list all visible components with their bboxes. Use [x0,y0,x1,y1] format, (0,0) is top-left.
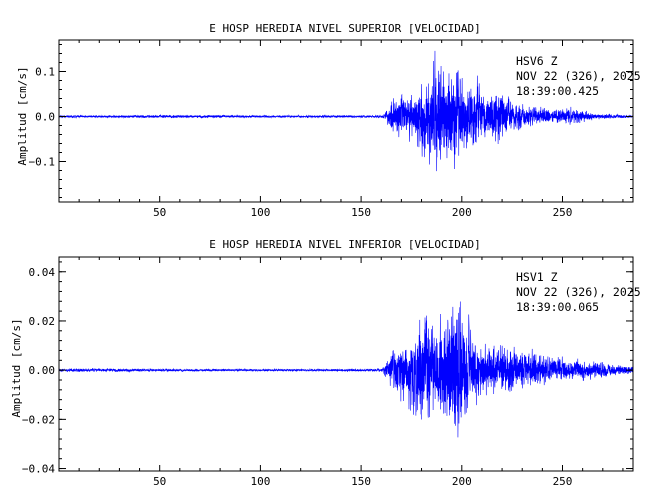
date-label: NOV 22 (326), 2025 [516,69,641,83]
station-label: HSV6 Z [516,54,558,68]
plot-frame [58,39,634,203]
x-tick-label: 200 [452,206,472,219]
y-tick-label: −0.04 [22,463,55,476]
x-tick-label: 100 [250,475,270,488]
y-tick-label: −0.1 [29,156,56,169]
plot-frame [58,256,634,472]
x-tick-label: 150 [351,475,371,488]
x-tick-label: 250 [553,475,573,488]
x-tick-label: 200 [452,475,472,488]
waveform-line [58,301,634,438]
date-label: NOV 22 (326), 2025 [516,285,641,299]
panel-superior: E HOSP HEREDIA NIVEL SUPERIOR [VELOCIDAD… [16,22,641,219]
y-axis-label: Amplitud [cm/s] [16,66,29,165]
y-tick-label: 0.00 [29,364,56,377]
y-tick-label: 0.1 [35,66,55,79]
axis-ticks: 50 100 150 200 250 −0.1 0.0 0.1 [29,40,633,219]
y-tick-label: 0.0 [35,111,55,124]
time-label: 18:39:00.425 [516,84,599,98]
waveform-line [58,50,634,172]
station-label: HSV1 Z [516,270,558,284]
y-axis-label: Amplitud [cm/s] [10,318,23,417]
y-tick-label: 0.02 [29,315,56,328]
x-tick-label: 150 [351,206,371,219]
panel-title: E HOSP HEREDIA NIVEL INFERIOR [VELOCIDAD… [209,238,481,251]
waveform-trace [58,50,634,172]
y-tick-label: 0.04 [29,266,56,279]
x-tick-label: 250 [553,206,573,219]
x-tick-label: 50 [153,475,166,488]
time-label: 18:39:00.065 [516,300,599,314]
y-tick-label: −0.02 [22,413,55,426]
panel-title: E HOSP HEREDIA NIVEL SUPERIOR [VELOCIDAD… [209,22,481,35]
x-tick-label: 100 [250,206,270,219]
x-tick-label: 50 [153,206,166,219]
panel-inferior: E HOSP HEREDIA NIVEL INFERIOR [VELOCIDAD… [10,238,641,488]
waveform-trace [58,301,634,438]
